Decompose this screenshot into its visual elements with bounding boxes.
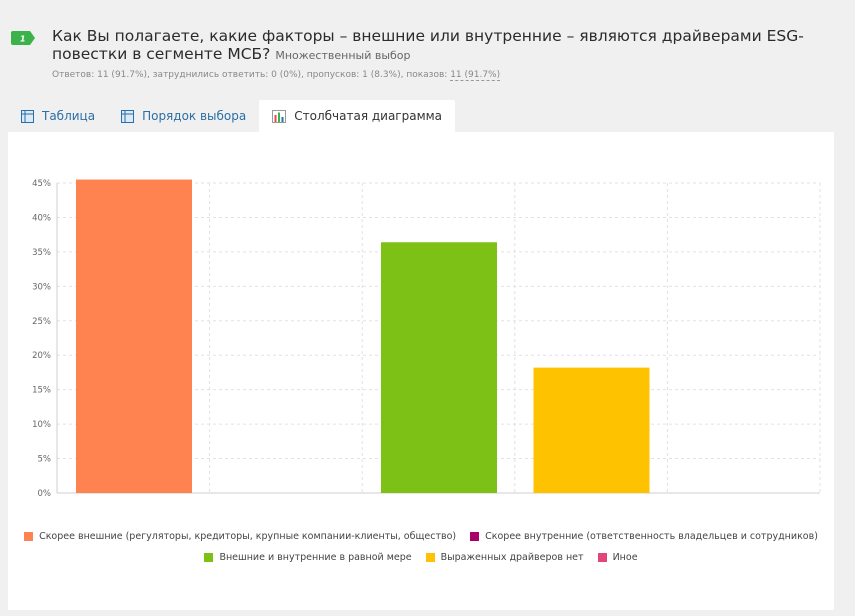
- bar[interactable]: [76, 179, 192, 494]
- question-type: Множественный выбор: [275, 49, 411, 62]
- tab-bar-chart[interactable]: Столбчатая диаграмма: [259, 100, 456, 132]
- table-icon: [21, 109, 34, 123]
- legend-label: Иное: [612, 552, 638, 563]
- legend-row: Скорее внешние (регуляторы, кредиторы, к…: [8, 531, 834, 542]
- question-text: Как Вы полагаете, какие факторы – внешни…: [52, 27, 804, 63]
- y-tick-label: 0%: [38, 489, 52, 499]
- y-tick-label: 35%: [32, 248, 51, 258]
- y-tick-label: 15%: [32, 386, 51, 396]
- legend-swatch: [470, 532, 480, 541]
- tab-table[interactable]: Таблица: [8, 100, 108, 132]
- y-tick-label: 30%: [32, 282, 51, 292]
- question-number: 1: [20, 35, 26, 44]
- stats-text: Ответов: 11 (91.7%), затруднились ответи…: [52, 70, 451, 80]
- chart-legend: Скорее внешние (регуляторы, кредиторы, к…: [8, 531, 834, 573]
- legend-swatch: [24, 532, 34, 541]
- legend-item[interactable]: Скорее внутренние (ответственность владе…: [470, 531, 818, 542]
- legend-label: Скорее внешние (регуляторы, кредиторы, к…: [39, 531, 457, 542]
- legend-swatch: [597, 553, 607, 562]
- bar-chart-icon: [272, 109, 287, 123]
- y-tick-label: 25%: [32, 317, 51, 327]
- legend-label: Скорее внутренние (ответственность владе…: [485, 531, 818, 542]
- legend-item[interactable]: Скорее внешние (регуляторы, кредиторы, к…: [24, 531, 456, 542]
- tab-order-label: Порядок выбора: [142, 109, 247, 123]
- bar-chart: 0% 5% 10% 15% 20% 25% 30% 35% 40% 45%: [32, 179, 821, 499]
- view-tabs: Таблица Порядок выбора Столбчатая диагра…: [8, 100, 456, 132]
- table-icon: [121, 109, 135, 123]
- question-number-badge: 1: [11, 31, 35, 45]
- bar[interactable]: [381, 242, 497, 493]
- legend-row: Внешние и внутренние в равной мере Выраж…: [8, 552, 834, 563]
- question-stats: Ответов: 11 (91.7%), затруднились ответи…: [52, 70, 501, 81]
- bar[interactable]: [533, 367, 650, 493]
- legend-label: Внешние и внутренние в равной мере: [219, 552, 412, 563]
- chart-panel: 0% 5% 10% 15% 20% 25% 30% 35% 40% 45% Скорее внеш…: [8, 132, 834, 610]
- legend-swatch: [204, 553, 214, 562]
- y-tick-label: 40%: [32, 213, 51, 223]
- legend-swatch: [425, 553, 435, 562]
- shows-link[interactable]: 11 (91.7%): [450, 70, 501, 81]
- y-tick-label: 45%: [32, 179, 51, 189]
- legend-label: Выраженных драйверов нет: [440, 552, 584, 563]
- legend-item[interactable]: Внешние и внутренние в равной мере: [204, 552, 412, 563]
- y-tick-label: 10%: [32, 420, 51, 430]
- tab-table-label: Таблица: [42, 109, 96, 123]
- legend-item[interactable]: Выраженных драйверов нет: [425, 552, 584, 563]
- question-title: Как Вы полагаете, какие факторы – внешни…: [52, 27, 812, 65]
- y-tick-label: 5%: [38, 455, 52, 465]
- tab-bar-chart-label: Столбчатая диаграмма: [294, 109, 443, 123]
- y-tick-label: 20%: [32, 351, 51, 361]
- tab-order[interactable]: Порядок выбора: [108, 100, 259, 132]
- legend-item[interactable]: Иное: [597, 552, 638, 563]
